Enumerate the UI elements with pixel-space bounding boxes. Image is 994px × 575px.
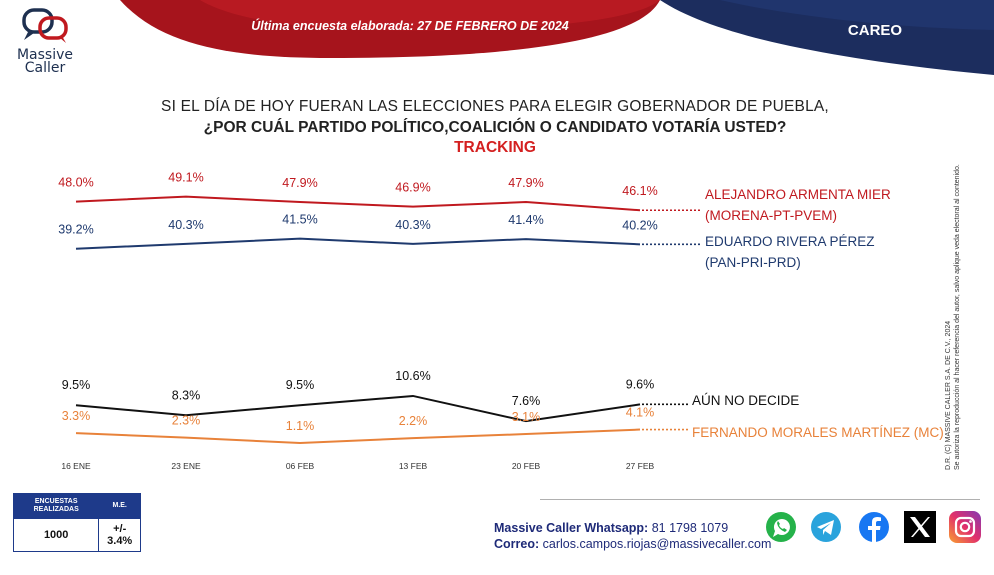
data-label-rivera: 41.5%	[282, 213, 317, 227]
whatsapp-icon[interactable]	[764, 510, 798, 544]
series-line-nodecide	[75, 394, 641, 423]
data-label-rivera: 41.4%	[508, 213, 543, 227]
legend-rivera-party: (PAN-PRI-PRD)	[705, 255, 801, 270]
data-label-nodecide: 10.6%	[395, 369, 430, 383]
section-title: CAREO	[847, 22, 903, 39]
data-label-armenta: 47.9%	[508, 176, 543, 190]
email-label: Correo:	[494, 537, 540, 551]
copyright-note: D.R. (C) MASSIVE CALLER S.A. DE C.V., 20…	[944, 70, 966, 470]
series-line-rivera	[75, 237, 641, 250]
data-label-nodecide: 9.6%	[626, 377, 655, 391]
legend-morales: FERNANDO MORALES MARTÍNEZ (MC)	[692, 425, 944, 440]
data-label-nodecide: 9.5%	[62, 378, 91, 392]
x-tick-label: 20 FEB	[512, 461, 541, 471]
survey-date-note: Última encuesta elaborada: 27 DE FEBRERO…	[251, 19, 569, 33]
data-label-morales: 3.3%	[62, 409, 91, 423]
logo-mark-icon	[22, 8, 68, 43]
data-label-nodecide: 9.5%	[286, 378, 315, 392]
footer-divider	[540, 499, 980, 500]
data-label-rivera: 40.3%	[395, 218, 430, 232]
data-label-nodecide: 8.3%	[172, 388, 201, 402]
x-tick-label: 23 ENE	[171, 461, 201, 471]
table-header-surveys: ENCUESTAS REALIZADAS	[12, 493, 100, 519]
legend-armenta: ALEJANDRO ARMENTA MIER (MORENA-PT-PVEM)	[705, 184, 891, 226]
whatsapp-label: Massive Caller Whatsapp:	[494, 521, 649, 535]
contact-info: Massive Caller Whatsapp: 81 1798 1079 Co…	[494, 520, 771, 552]
data-label-armenta: 46.1%	[622, 184, 657, 198]
brand-logo: Massive Caller	[14, 8, 76, 75]
x-tick-label: 27 FEB	[626, 461, 655, 471]
x-icon[interactable]	[903, 510, 937, 544]
facebook-icon[interactable]	[857, 510, 891, 544]
x-tick-label: 13 FEB	[399, 461, 428, 471]
legend-armenta-party: (MORENA-PT-PVEM)	[705, 208, 838, 223]
instagram-icon[interactable]	[948, 510, 982, 544]
data-label-rivera: 40.2%	[622, 218, 657, 232]
data-label-morales: 2.3%	[172, 414, 201, 428]
logo-text-massive: Massive	[16, 47, 74, 63]
copyright-line-2: Se autoriza la reproducción al hacer ref…	[954, 164, 961, 470]
data-label-armenta: 48.0%	[58, 176, 93, 190]
header-banner	[120, 0, 994, 75]
data-label-armenta: 49.1%	[168, 171, 203, 185]
question-line-1: SI EL DÍA DE HOY FUERAN LAS ELECCIONES P…	[161, 98, 829, 115]
tracking-label: TRACKING	[454, 139, 536, 156]
survey-info-table: ENCUESTAS REALIZADAS M.E. 1000 +/- 3.4%	[12, 493, 141, 552]
table-header-margin: M.E.	[98, 493, 141, 519]
legend-rivera: EDUARDO RIVERA PÉREZ (PAN-PRI-PRD)	[705, 231, 875, 273]
question-line-2: ¿POR CUÁL PARTIDO POLÍTICO,COALICIÓN O C…	[203, 119, 787, 136]
x-tick-label: 16 ENE	[61, 461, 91, 471]
copyright-line-1: D.R. (C) MASSIVE CALLER S.A. DE C.V., 20…	[945, 320, 952, 470]
data-label-morales: 1.1%	[286, 419, 315, 433]
tracking-line-chart: 48.0% 49.1% 47.9% 46.9% 47.9% 46.1% 39.2% 40.3%…	[58, 171, 700, 471]
email-address[interactable]: carlos.campos.riojas@massivecaller.com	[542, 537, 772, 551]
data-label-armenta: 46.9%	[395, 181, 430, 195]
data-label-rivera: 40.3%	[168, 218, 203, 232]
data-label-morales: 4.1%	[626, 406, 655, 420]
series-line-morales	[75, 428, 641, 445]
whatsapp-number[interactable]: 81 1798 1079	[651, 521, 729, 535]
telegram-icon[interactable]	[809, 510, 843, 544]
legend-nodecide: AÚN NO DECIDE	[692, 393, 800, 408]
logo-text-caller: Caller	[24, 60, 66, 76]
series-line-armenta	[75, 195, 641, 212]
x-tick-label: 06 FEB	[286, 461, 315, 471]
data-label-armenta: 47.9%	[282, 176, 317, 190]
table-value-margin: +/- 3.4%	[98, 518, 141, 552]
data-label-nodecide: 7.6%	[512, 394, 541, 408]
legend-rivera-name: EDUARDO RIVERA PÉREZ	[705, 234, 875, 249]
data-label-morales: 2.2%	[399, 414, 428, 428]
data-label-rivera: 39.2%	[58, 223, 93, 237]
data-label-morales: 3.1%	[512, 410, 541, 424]
table-value-surveys: 1000	[12, 518, 100, 552]
legend-armenta-name: ALEJANDRO ARMENTA MIER	[705, 187, 891, 202]
